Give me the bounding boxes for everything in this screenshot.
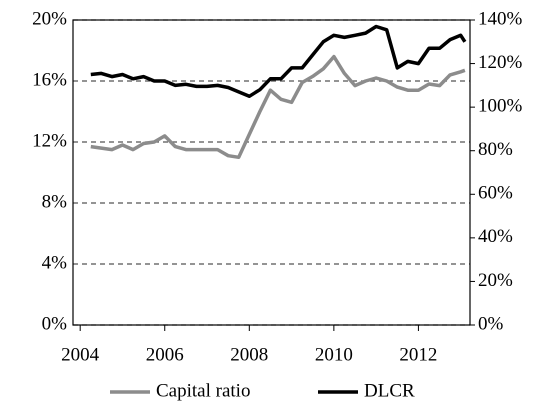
plot-frame bbox=[72, 19, 471, 326]
x-tick-label: 2004 bbox=[61, 344, 100, 365]
y2-tick-label: 40% bbox=[478, 226, 513, 247]
y2-tick-label: 20% bbox=[478, 270, 513, 291]
y-tick-label: 0% bbox=[42, 313, 68, 334]
y2-tick-label: 80% bbox=[478, 139, 513, 160]
legend-label: Capital ratio bbox=[156, 380, 250, 401]
y2-tick-label: 140% bbox=[478, 8, 523, 29]
series-line bbox=[90, 24, 467, 99]
x-tick-label: 2006 bbox=[146, 344, 184, 365]
x-tick-label: 2008 bbox=[230, 344, 268, 365]
y2-tick-label: 60% bbox=[478, 183, 513, 204]
x-tick-label: 2012 bbox=[399, 344, 437, 365]
legend-label: DLCR bbox=[364, 380, 415, 401]
y2-tick-label: 0% bbox=[478, 313, 504, 334]
y-tick-label: 20% bbox=[32, 8, 67, 29]
series-line bbox=[90, 54, 466, 160]
y-tick-label: 4% bbox=[42, 252, 68, 273]
y2-tick-label: 120% bbox=[478, 52, 523, 73]
x-tick-label: 2010 bbox=[315, 344, 353, 365]
y-tick-label: 16% bbox=[32, 69, 67, 90]
y-tick-label: 8% bbox=[42, 191, 68, 212]
y-tick-label: 12% bbox=[32, 130, 67, 151]
y2-tick-label: 100% bbox=[478, 96, 523, 117]
